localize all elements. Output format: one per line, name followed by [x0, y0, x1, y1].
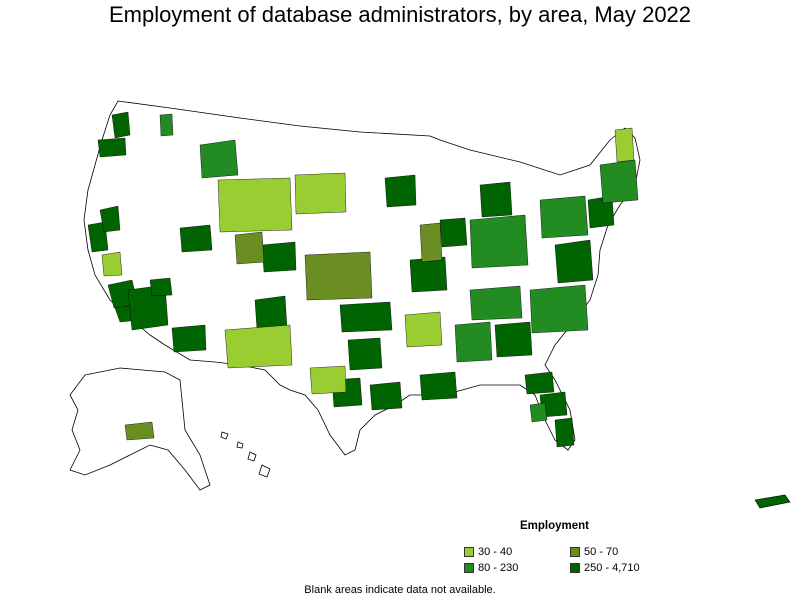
- area-oklahoma: [339, 301, 393, 333]
- area-tampa: [529, 402, 548, 423]
- area-portland: [97, 137, 127, 158]
- legend-title: Employment: [520, 520, 590, 532]
- area-wyoming: [217, 177, 293, 233]
- area-spokane: [159, 113, 174, 137]
- area-chicago: [439, 217, 468, 248]
- legend-swatch: [570, 563, 580, 573]
- area-michigan: [479, 181, 513, 218]
- legend-swatch: [570, 547, 580, 557]
- map-title: Employment of database administrators, b…: [108, 2, 692, 27]
- area-sacramento: [99, 205, 121, 233]
- area-jacksonville: [524, 371, 555, 395]
- area-new-england: [599, 159, 639, 204]
- area-seattle: [111, 111, 131, 139]
- legend-item-30-40: 30 - 40: [464, 546, 512, 558]
- legend-item-250-4710: 250 - 4,710: [570, 562, 640, 574]
- area-louisiana: [419, 371, 458, 401]
- area-dallas: [347, 337, 383, 371]
- shaded-areas: [87, 111, 639, 448]
- area-new-mexico: [224, 324, 293, 369]
- area-iowa: [419, 222, 443, 263]
- area-las-vegas: [149, 277, 173, 297]
- data-availability-note: Blank areas indicate data not available.: [304, 584, 496, 596]
- area-carolinas: [529, 284, 589, 334]
- legend-swatch: [464, 547, 474, 557]
- puerto-rico: [754, 494, 791, 509]
- area-west-texas: [309, 365, 347, 395]
- area-idaho: [199, 139, 239, 179]
- area-houston: [369, 381, 403, 411]
- legend-label: 250 - 4,710: [584, 562, 640, 574]
- area-albuquerque: [254, 295, 288, 331]
- hawaii-islands: [220, 431, 271, 478]
- area-kansas: [304, 251, 373, 301]
- legend-label: 80 - 230: [478, 562, 519, 574]
- legend-swatch: [464, 563, 474, 573]
- area-pennsylvania: [539, 195, 589, 239]
- area-denver: [261, 241, 297, 273]
- legend-item-50-70: 50 - 70: [570, 546, 618, 558]
- area-alabama: [454, 321, 493, 363]
- area-maine: [614, 127, 635, 163]
- area-salt-lake: [179, 224, 213, 253]
- area-colorado: [234, 231, 265, 265]
- area-tucson: [171, 324, 207, 353]
- area-arkansas: [404, 311, 443, 348]
- area-missouri: [409, 256, 448, 293]
- area-sf-bay: [87, 221, 109, 253]
- area-anchorage: [124, 421, 155, 441]
- area-tennessee: [469, 285, 523, 321]
- area-minneapolis: [384, 174, 417, 208]
- area-dakotas: [294, 172, 347, 215]
- legend-item-80-230: 80 - 230: [464, 562, 518, 574]
- area-atlanta: [494, 321, 533, 358]
- legend-label: 30 - 40: [478, 546, 513, 558]
- area-miami: [554, 417, 575, 448]
- us-map: [0, 95, 800, 515]
- area-indiana-ohio: [469, 214, 529, 269]
- area-fresno: [101, 251, 123, 277]
- area-dc-virginia: [554, 239, 594, 284]
- legend-label: 50 - 70: [584, 546, 619, 558]
